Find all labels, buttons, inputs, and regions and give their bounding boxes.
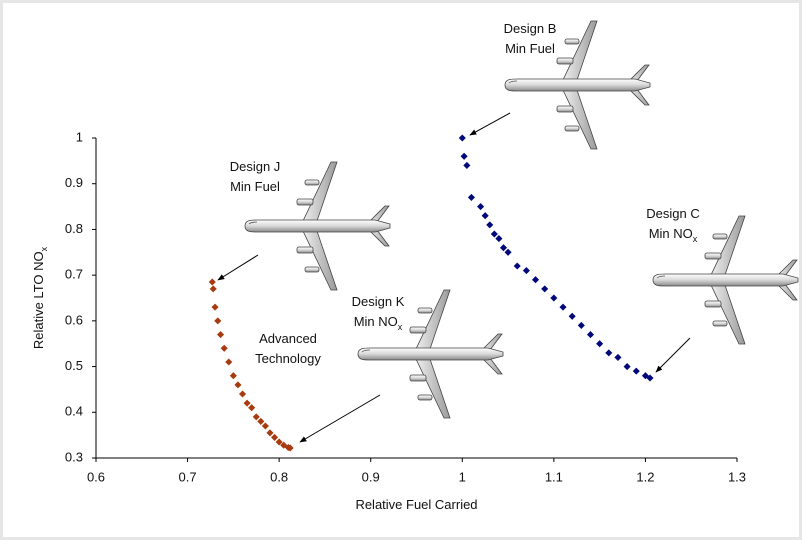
x-axis-label-part: Relative Fuel Carried (355, 497, 477, 512)
y-tick-label: 0.3 (65, 449, 83, 464)
annotation: Advanced (259, 331, 317, 346)
annotation-part: Design B (504, 21, 557, 36)
background (0, 0, 802, 540)
x-tick-label: 0.6 (87, 469, 105, 484)
annotation: Min Fuel (505, 41, 555, 56)
annotation-part: Min NO (649, 226, 693, 241)
y-axis-label-part: Relative LTO NO (31, 251, 46, 349)
annotation: Design K (352, 294, 405, 309)
y-axis-label-part: x (39, 246, 49, 251)
annotation-part: Advanced (259, 331, 317, 346)
annotation: Min Fuel (230, 179, 280, 194)
x-tick-label: 1.3 (728, 469, 746, 484)
y-tick-label: 0.7 (65, 267, 83, 282)
annotation: Technology (255, 351, 321, 366)
chart: 0.6 0.7 0.8 0.9 1 1.1 1.2 1.3 0.3 0.4 0.5 0.6 0.7 0.8… (0, 0, 802, 540)
x-tick-label: 0.9 (362, 469, 380, 484)
x-axis-label: Relative Fuel Carried (355, 497, 477, 512)
annotation-part: Design C (646, 206, 699, 221)
annotation-part: Design J (230, 159, 281, 174)
annotation-part: Min Fuel (505, 41, 555, 56)
y-tick-label: 0.6 (65, 312, 83, 327)
y-tick-label: 0.8 (65, 221, 83, 236)
y-tick-label: 1 (76, 129, 83, 144)
annotation-part: x (693, 234, 698, 244)
annotation-part: Min NO (354, 314, 398, 329)
y-tick-label: 0.4 (65, 404, 83, 419)
annotation: Design C (646, 206, 699, 221)
annotation-part: Technology (255, 351, 321, 366)
annotation: Design B (504, 21, 557, 36)
x-tick-label: 0.7 (179, 469, 197, 484)
annotation: Design J (230, 159, 281, 174)
y-tick-label: 0.5 (65, 358, 83, 373)
x-tick-label: 1 (459, 469, 466, 484)
page: {"chart_data": {"type": "scatter", "xlab… (0, 0, 802, 540)
annotation-part: Design K (352, 294, 405, 309)
annotation-part: x (398, 322, 403, 332)
x-tick-label: 1.2 (636, 469, 654, 484)
y-tick-label: 0.9 (65, 175, 83, 190)
x-tick-label: 0.8 (270, 469, 288, 484)
annotation-part: Min Fuel (230, 179, 280, 194)
x-tick-label: 1.1 (545, 469, 563, 484)
